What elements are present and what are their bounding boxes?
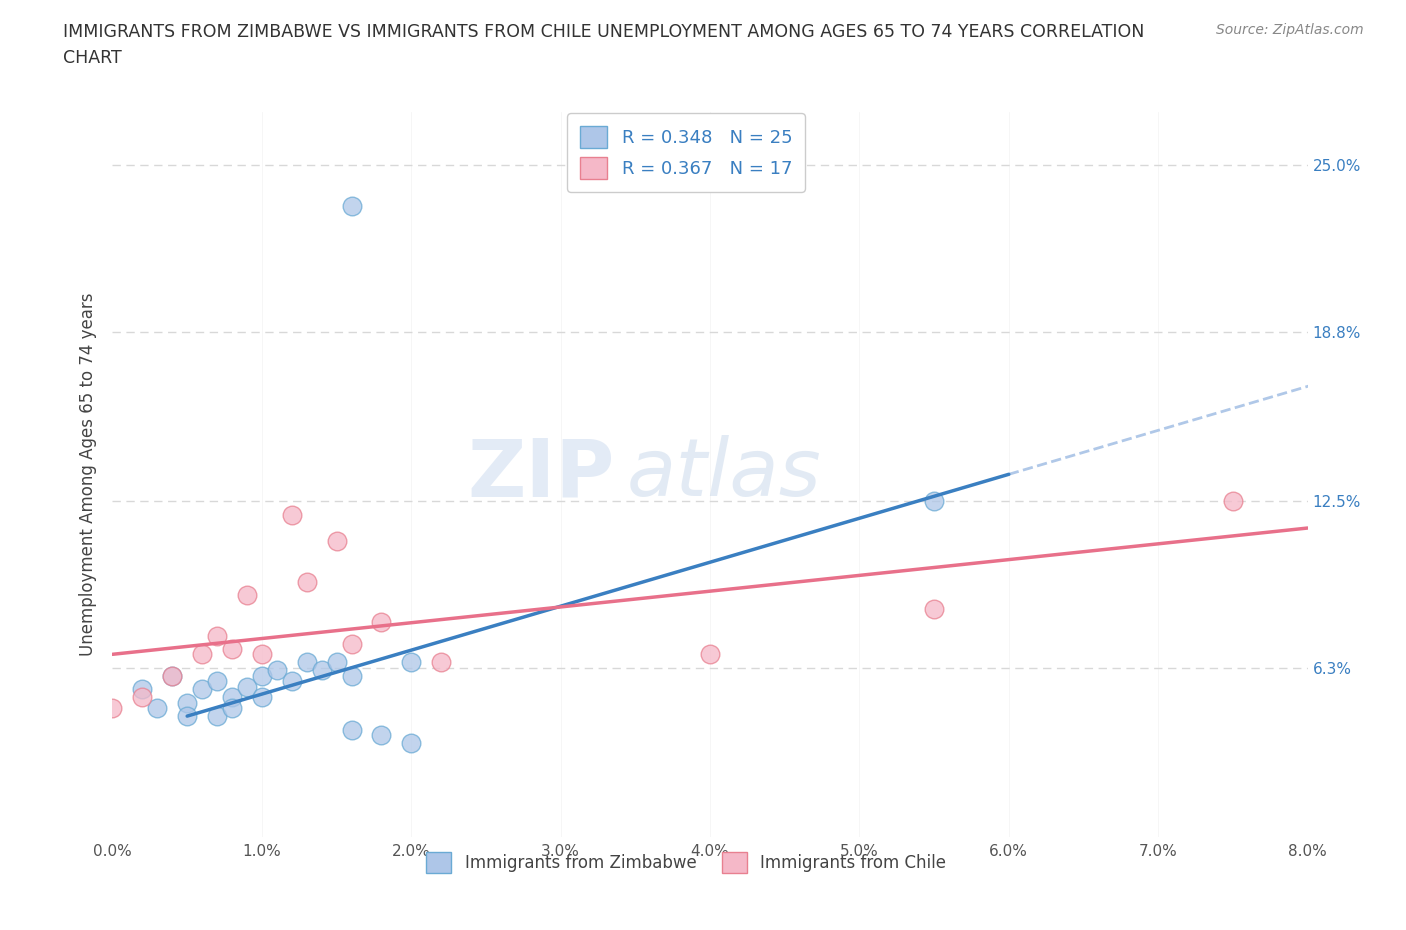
Y-axis label: Unemployment Among Ages 65 to 74 years: Unemployment Among Ages 65 to 74 years <box>79 293 97 656</box>
Point <box>340 722 363 737</box>
Point <box>325 534 347 549</box>
Point <box>131 690 153 705</box>
Point <box>340 636 363 651</box>
Point <box>430 655 453 670</box>
Legend: Immigrants from Zimbabwe, Immigrants from Chile: Immigrants from Zimbabwe, Immigrants fro… <box>420 845 952 880</box>
Text: CHART: CHART <box>63 49 122 67</box>
Point <box>311 663 333 678</box>
Point <box>295 655 318 670</box>
Point <box>191 647 214 662</box>
Point <box>236 588 259 603</box>
Point <box>236 679 259 694</box>
Point <box>221 700 243 715</box>
Point <box>922 494 945 509</box>
Point <box>191 682 214 697</box>
Point <box>340 198 363 213</box>
Point <box>131 682 153 697</box>
Point <box>370 615 392 630</box>
Point <box>205 673 228 688</box>
Text: ZIP: ZIP <box>467 435 614 513</box>
Point <box>922 601 945 616</box>
Point <box>370 727 392 742</box>
Text: IMMIGRANTS FROM ZIMBABWE VS IMMIGRANTS FROM CHILE UNEMPLOYMENT AMONG AGES 65 TO : IMMIGRANTS FROM ZIMBABWE VS IMMIGRANTS F… <box>63 23 1144 41</box>
Text: Source: ZipAtlas.com: Source: ZipAtlas.com <box>1216 23 1364 37</box>
Point <box>101 700 124 715</box>
Point <box>221 690 243 705</box>
Point <box>176 709 198 724</box>
Point <box>281 673 304 688</box>
Point <box>146 700 169 715</box>
Point <box>221 642 243 657</box>
Point <box>340 669 363 684</box>
Point <box>205 628 228 643</box>
Point <box>266 663 288 678</box>
Point <box>162 669 183 684</box>
Point <box>162 669 183 684</box>
Point <box>250 669 273 684</box>
Point <box>176 696 198 711</box>
Point <box>250 690 273 705</box>
Point <box>295 575 318 590</box>
Point <box>250 647 273 662</box>
Point <box>401 736 423 751</box>
Point <box>699 647 721 662</box>
Text: atlas: atlas <box>627 435 821 513</box>
Point <box>281 507 304 522</box>
Point <box>325 655 347 670</box>
Point <box>205 709 228 724</box>
Point <box>1222 494 1244 509</box>
Point <box>401 655 423 670</box>
